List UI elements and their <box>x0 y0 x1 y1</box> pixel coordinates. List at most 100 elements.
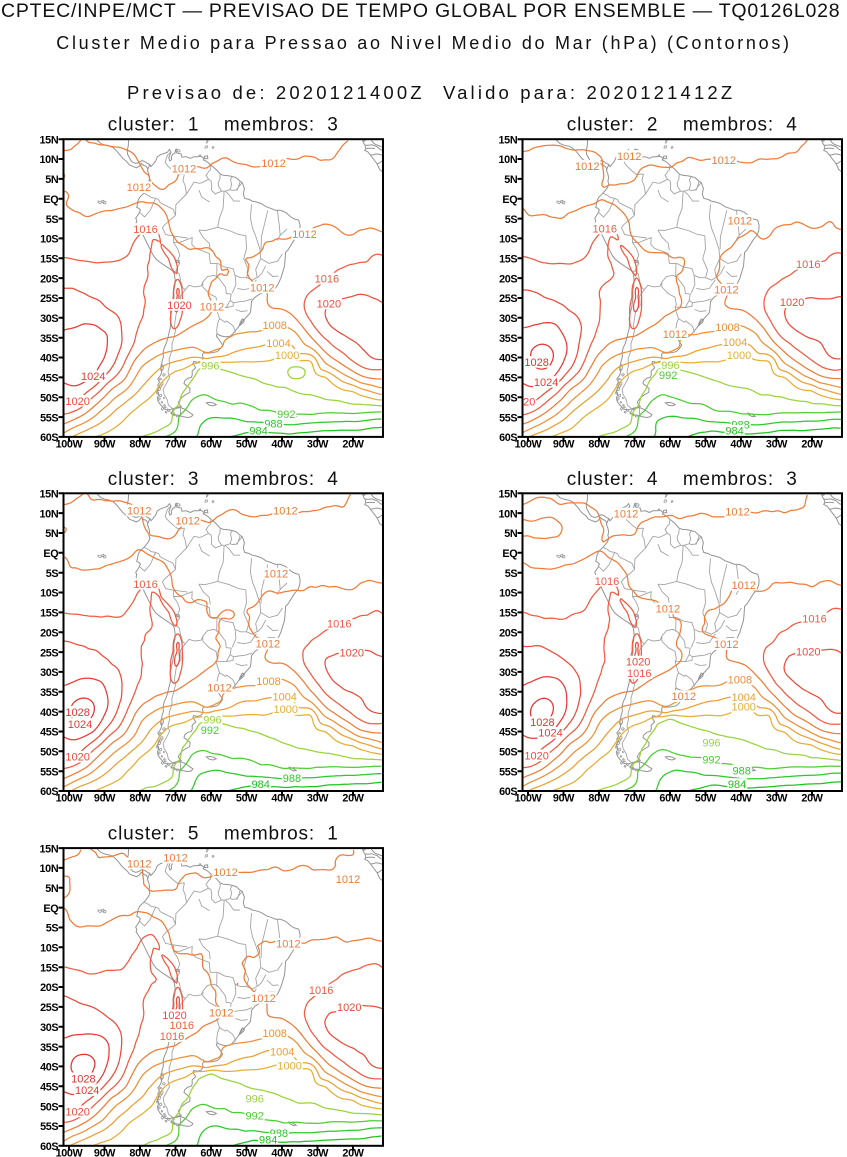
svg-text:10S: 10S <box>40 588 58 600</box>
svg-text:1012: 1012 <box>276 939 300 951</box>
svg-text:5N: 5N <box>504 174 518 186</box>
svg-text:1012: 1012 <box>175 516 199 528</box>
svg-text:1012: 1012 <box>614 509 638 521</box>
svg-text:5N: 5N <box>45 883 59 895</box>
svg-text:100W: 100W <box>515 438 543 450</box>
svg-text:40W: 40W <box>271 1147 293 1157</box>
svg-text:5S: 5S <box>46 923 59 935</box>
svg-text:5N: 5N <box>504 528 518 540</box>
svg-text:35S: 35S <box>40 687 58 699</box>
svg-text:988: 988 <box>264 419 282 431</box>
svg-text:60W: 60W <box>200 438 222 450</box>
svg-text:20W: 20W <box>801 793 823 805</box>
svg-text:1024: 1024 <box>75 1085 99 1097</box>
svg-text:EQ: EQ <box>43 194 58 206</box>
svg-text:CPTEC/INPE/MCT — PREVISAO DE T: CPTEC/INPE/MCT — PREVISAO DE TEMPO GLOBA… <box>1 0 840 22</box>
svg-text:20S: 20S <box>499 273 517 285</box>
svg-text:1000: 1000 <box>731 702 755 714</box>
svg-text:1012: 1012 <box>213 867 237 879</box>
svg-text:1012: 1012 <box>731 580 755 592</box>
svg-text:996: 996 <box>246 1094 264 1106</box>
svg-text:55S: 55S <box>499 766 517 778</box>
svg-text:5S: 5S <box>505 214 518 226</box>
svg-text:70W: 70W <box>165 1147 187 1157</box>
svg-text:15S: 15S <box>40 608 58 620</box>
svg-text:1012: 1012 <box>336 874 360 886</box>
svg-text:1000: 1000 <box>275 350 299 362</box>
svg-text:90W: 90W <box>94 1147 116 1157</box>
svg-text:60S: 60S <box>40 1141 58 1153</box>
svg-text:40S: 40S <box>499 707 517 719</box>
svg-text:1020: 1020 <box>626 657 650 669</box>
svg-text:100W: 100W <box>56 1147 84 1157</box>
svg-text:40S: 40S <box>40 707 58 719</box>
svg-text:90W: 90W <box>94 793 116 805</box>
svg-text:1012: 1012 <box>163 853 187 865</box>
svg-text:20S: 20S <box>40 627 58 639</box>
svg-text:60S: 60S <box>499 432 517 444</box>
svg-text:1024: 1024 <box>538 728 562 740</box>
svg-text:1020: 1020 <box>317 299 341 311</box>
svg-text:25S: 25S <box>40 647 58 659</box>
svg-text:1012: 1012 <box>261 158 285 170</box>
svg-text:55S: 55S <box>40 412 58 424</box>
svg-text:25S: 25S <box>499 647 517 659</box>
svg-text:40S: 40S <box>499 353 517 365</box>
svg-text:cluster: 5 membros: 1: cluster: 5 membros: 1 <box>108 824 339 845</box>
svg-text:15S: 15S <box>40 962 58 974</box>
svg-text:1008: 1008 <box>262 320 286 332</box>
svg-text:1016: 1016 <box>796 259 820 271</box>
svg-text:1016: 1016 <box>170 1020 194 1032</box>
svg-text:1020: 1020 <box>65 752 89 764</box>
svg-text:1024: 1024 <box>81 371 105 383</box>
svg-text:1008: 1008 <box>728 674 752 686</box>
svg-text:1016: 1016 <box>802 613 826 625</box>
svg-text:35S: 35S <box>499 333 517 345</box>
svg-text:1016: 1016 <box>327 619 351 631</box>
svg-text:Cluster Medio para Pressao ao: Cluster Medio para Pressao ao Nivel Medi… <box>56 33 791 53</box>
svg-text:50W: 50W <box>695 793 717 805</box>
svg-text:1012: 1012 <box>712 155 736 167</box>
svg-text:1020: 1020 <box>65 396 89 408</box>
svg-text:50W: 50W <box>695 438 717 450</box>
svg-text:1012: 1012 <box>256 639 280 651</box>
svg-text:5S: 5S <box>505 568 518 580</box>
svg-text:5S: 5S <box>46 568 59 580</box>
svg-text:1012: 1012 <box>663 329 687 341</box>
svg-text:40W: 40W <box>730 438 752 450</box>
svg-text:50S: 50S <box>499 747 517 759</box>
svg-text:1020: 1020 <box>340 647 364 659</box>
svg-text:1012: 1012 <box>264 569 288 581</box>
svg-text:40W: 40W <box>730 793 752 805</box>
svg-text:45S: 45S <box>499 373 517 385</box>
svg-text:1012: 1012 <box>127 506 151 518</box>
svg-text:20W: 20W <box>801 438 823 450</box>
svg-text:1012: 1012 <box>575 161 599 173</box>
svg-text:1012: 1012 <box>728 216 752 228</box>
svg-text:10S: 10S <box>499 234 517 246</box>
svg-text:45S: 45S <box>40 727 58 739</box>
svg-text:984: 984 <box>259 1135 277 1147</box>
svg-text:45S: 45S <box>499 727 517 739</box>
svg-text:30S: 30S <box>40 313 58 325</box>
svg-text:1016: 1016 <box>595 576 619 588</box>
svg-text:cluster: 1 membros: 3: cluster: 1 membros: 3 <box>108 115 339 136</box>
svg-text:60W: 60W <box>659 793 681 805</box>
svg-text:1016: 1016 <box>133 579 157 591</box>
svg-text:20W: 20W <box>342 793 364 805</box>
svg-text:1024: 1024 <box>68 719 92 731</box>
svg-text:30S: 30S <box>40 667 58 679</box>
svg-text:70W: 70W <box>624 438 646 450</box>
svg-text:EQ: EQ <box>43 548 58 560</box>
svg-text:60S: 60S <box>40 432 58 444</box>
svg-text:20W: 20W <box>342 438 364 450</box>
svg-text:10N: 10N <box>40 863 59 875</box>
svg-text:80W: 80W <box>129 438 151 450</box>
svg-text:1012: 1012 <box>273 505 297 517</box>
svg-text:1012: 1012 <box>250 282 274 294</box>
svg-text:988: 988 <box>733 765 751 777</box>
svg-text:1016: 1016 <box>315 274 339 286</box>
svg-text:25S: 25S <box>40 293 58 305</box>
svg-text:1008: 1008 <box>715 322 739 334</box>
svg-text:1012: 1012 <box>172 164 196 176</box>
